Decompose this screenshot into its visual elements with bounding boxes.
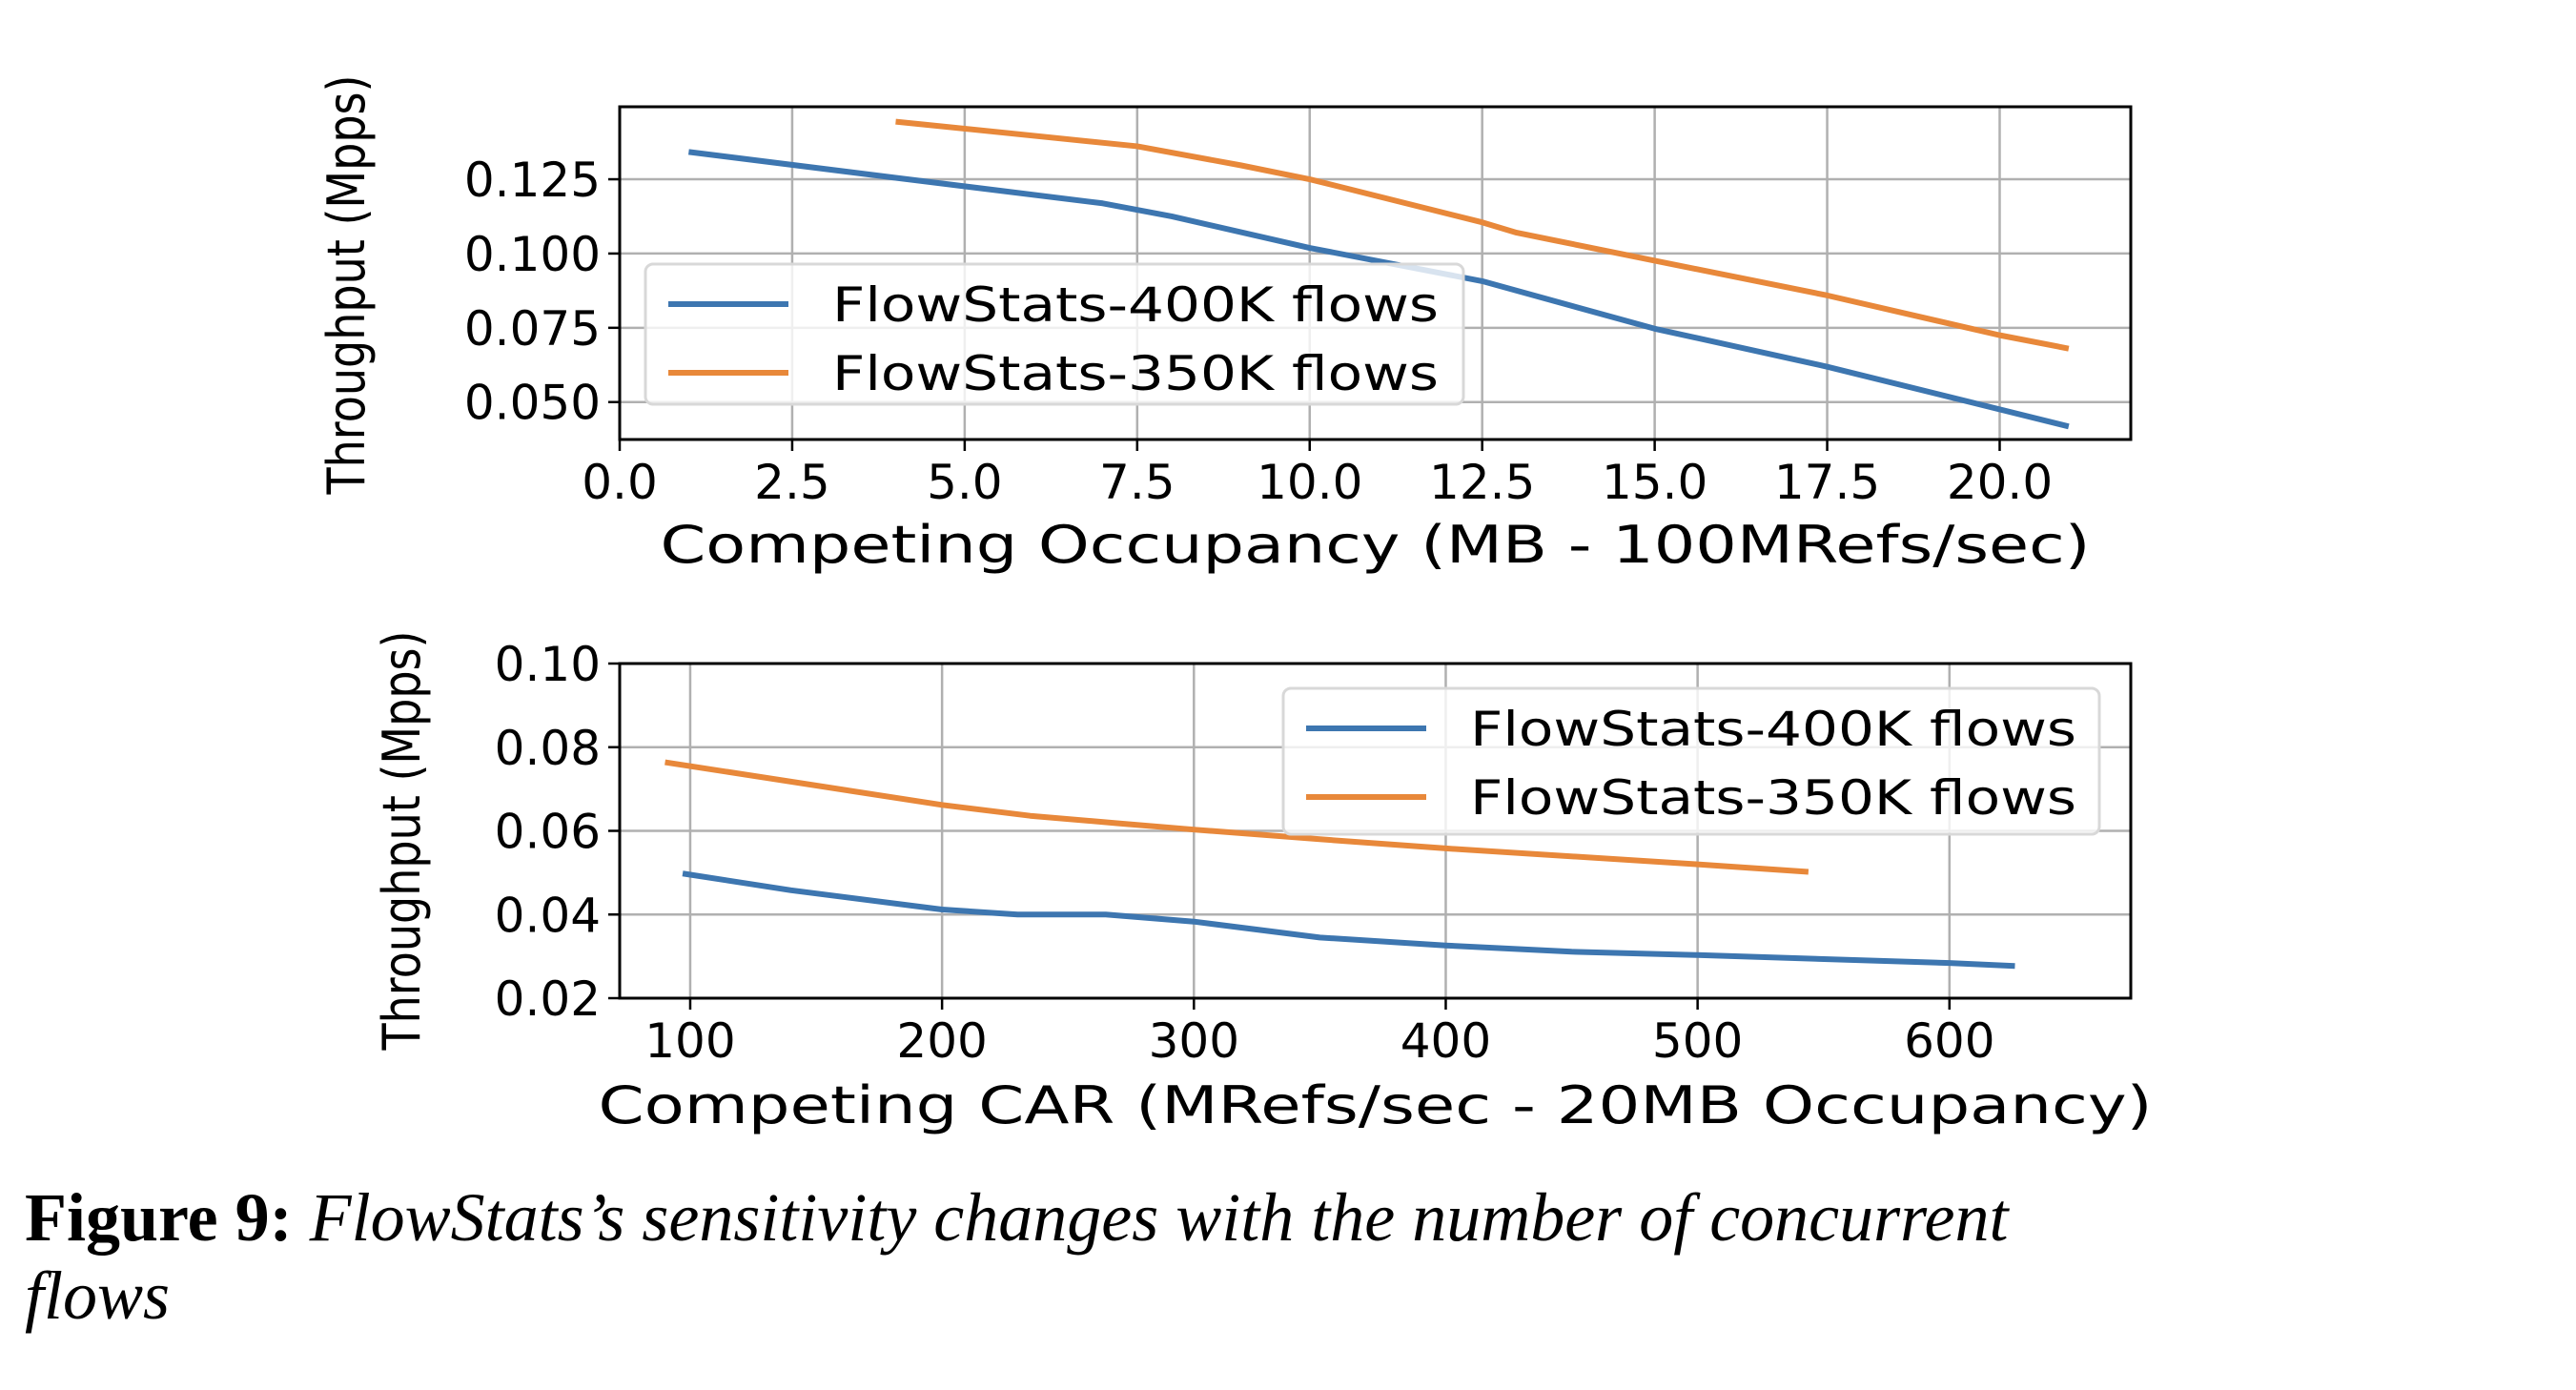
x-tick-label: 0.0 xyxy=(582,455,658,510)
caption-line-2: flows xyxy=(25,1257,170,1336)
x-axis-label: Competing CAR (MRefs/sec - 20MB Occupanc… xyxy=(599,1075,2153,1135)
y-tick-label: 0.06 xyxy=(495,805,601,860)
caption-line-1: Figure 9: FlowStats’s sensitivity change… xyxy=(25,1178,2008,1257)
y-tick-label: 0.02 xyxy=(495,971,601,1027)
x-axis-label: Competing Occupancy (MB - 100MRefs/sec) xyxy=(661,515,2091,575)
y-tick-label: 0.050 xyxy=(464,376,601,431)
x-tick-label: 20.0 xyxy=(1947,455,2053,510)
x-tick-label: 5.0 xyxy=(927,455,1003,510)
x-tick-label: 400 xyxy=(1400,1013,1491,1069)
series-line-0 xyxy=(688,149,2070,430)
x-tick-label: 200 xyxy=(896,1013,987,1069)
legend-box xyxy=(644,262,1465,406)
caption-label: Figure 9: xyxy=(25,1179,293,1256)
y-tick-label: 0.10 xyxy=(495,637,601,692)
y-tick-label: 0.075 xyxy=(464,301,601,357)
x-tick-label: 10.0 xyxy=(1257,455,1362,510)
legend-label-1: FlowStats-350K flows xyxy=(1470,770,2076,826)
axes-frame xyxy=(618,105,2133,441)
x-tick-label: 7.5 xyxy=(1099,455,1176,510)
legend-label-0: FlowStats-400K flows xyxy=(832,277,1439,333)
caption-text: FlowStats’s sensitivity changes with the… xyxy=(309,1179,2009,1256)
series-line-1 xyxy=(895,118,2070,352)
series-line-1 xyxy=(664,759,1809,875)
x-tick-label: 500 xyxy=(1652,1013,1743,1069)
x-tick-label: 600 xyxy=(1904,1013,1994,1069)
y-tick-label: 0.100 xyxy=(464,227,601,282)
axes-frame xyxy=(618,662,2133,1000)
chart-car: 100 200 300 400 500 600 0.02 0.04 0.06 0.08 0.10 Co… xyxy=(372,631,2153,1136)
x-tick-label: 100 xyxy=(644,1013,735,1069)
x-tick-label: 2.5 xyxy=(754,455,830,510)
y-tick-label: 0.125 xyxy=(464,153,601,208)
legend: FlowStats-400K flows FlowStats-350K flows xyxy=(644,262,1465,406)
x-tick-label: 12.5 xyxy=(1429,455,1535,510)
y-tick-label: 0.04 xyxy=(495,888,601,943)
legend: FlowStats-400K flows FlowStats-350K flows xyxy=(1281,686,2101,836)
legend-label-1: FlowStats-350K flows xyxy=(832,346,1439,401)
series-line-0 xyxy=(682,870,2015,970)
legend-label-0: FlowStats-400K flows xyxy=(1470,702,2076,757)
legend-box xyxy=(1281,686,2101,836)
x-tick-label: 15.0 xyxy=(1602,455,1707,510)
x-tick-label: 17.5 xyxy=(1774,455,1880,510)
y-axis-label: Throughput (Mpps) xyxy=(317,75,377,496)
chart-occupancy: 0.0 2.5 5.0 7.5 10.0 12.5 15.0 17.5 20.0 0.050 0.0… xyxy=(317,75,2133,575)
caption-text-continued: flows xyxy=(25,1257,171,1334)
x-tick-label: 300 xyxy=(1149,1013,1239,1069)
y-axis-label: Throughput (Mpps) xyxy=(372,631,432,1052)
y-tick-label: 0.08 xyxy=(495,721,601,776)
